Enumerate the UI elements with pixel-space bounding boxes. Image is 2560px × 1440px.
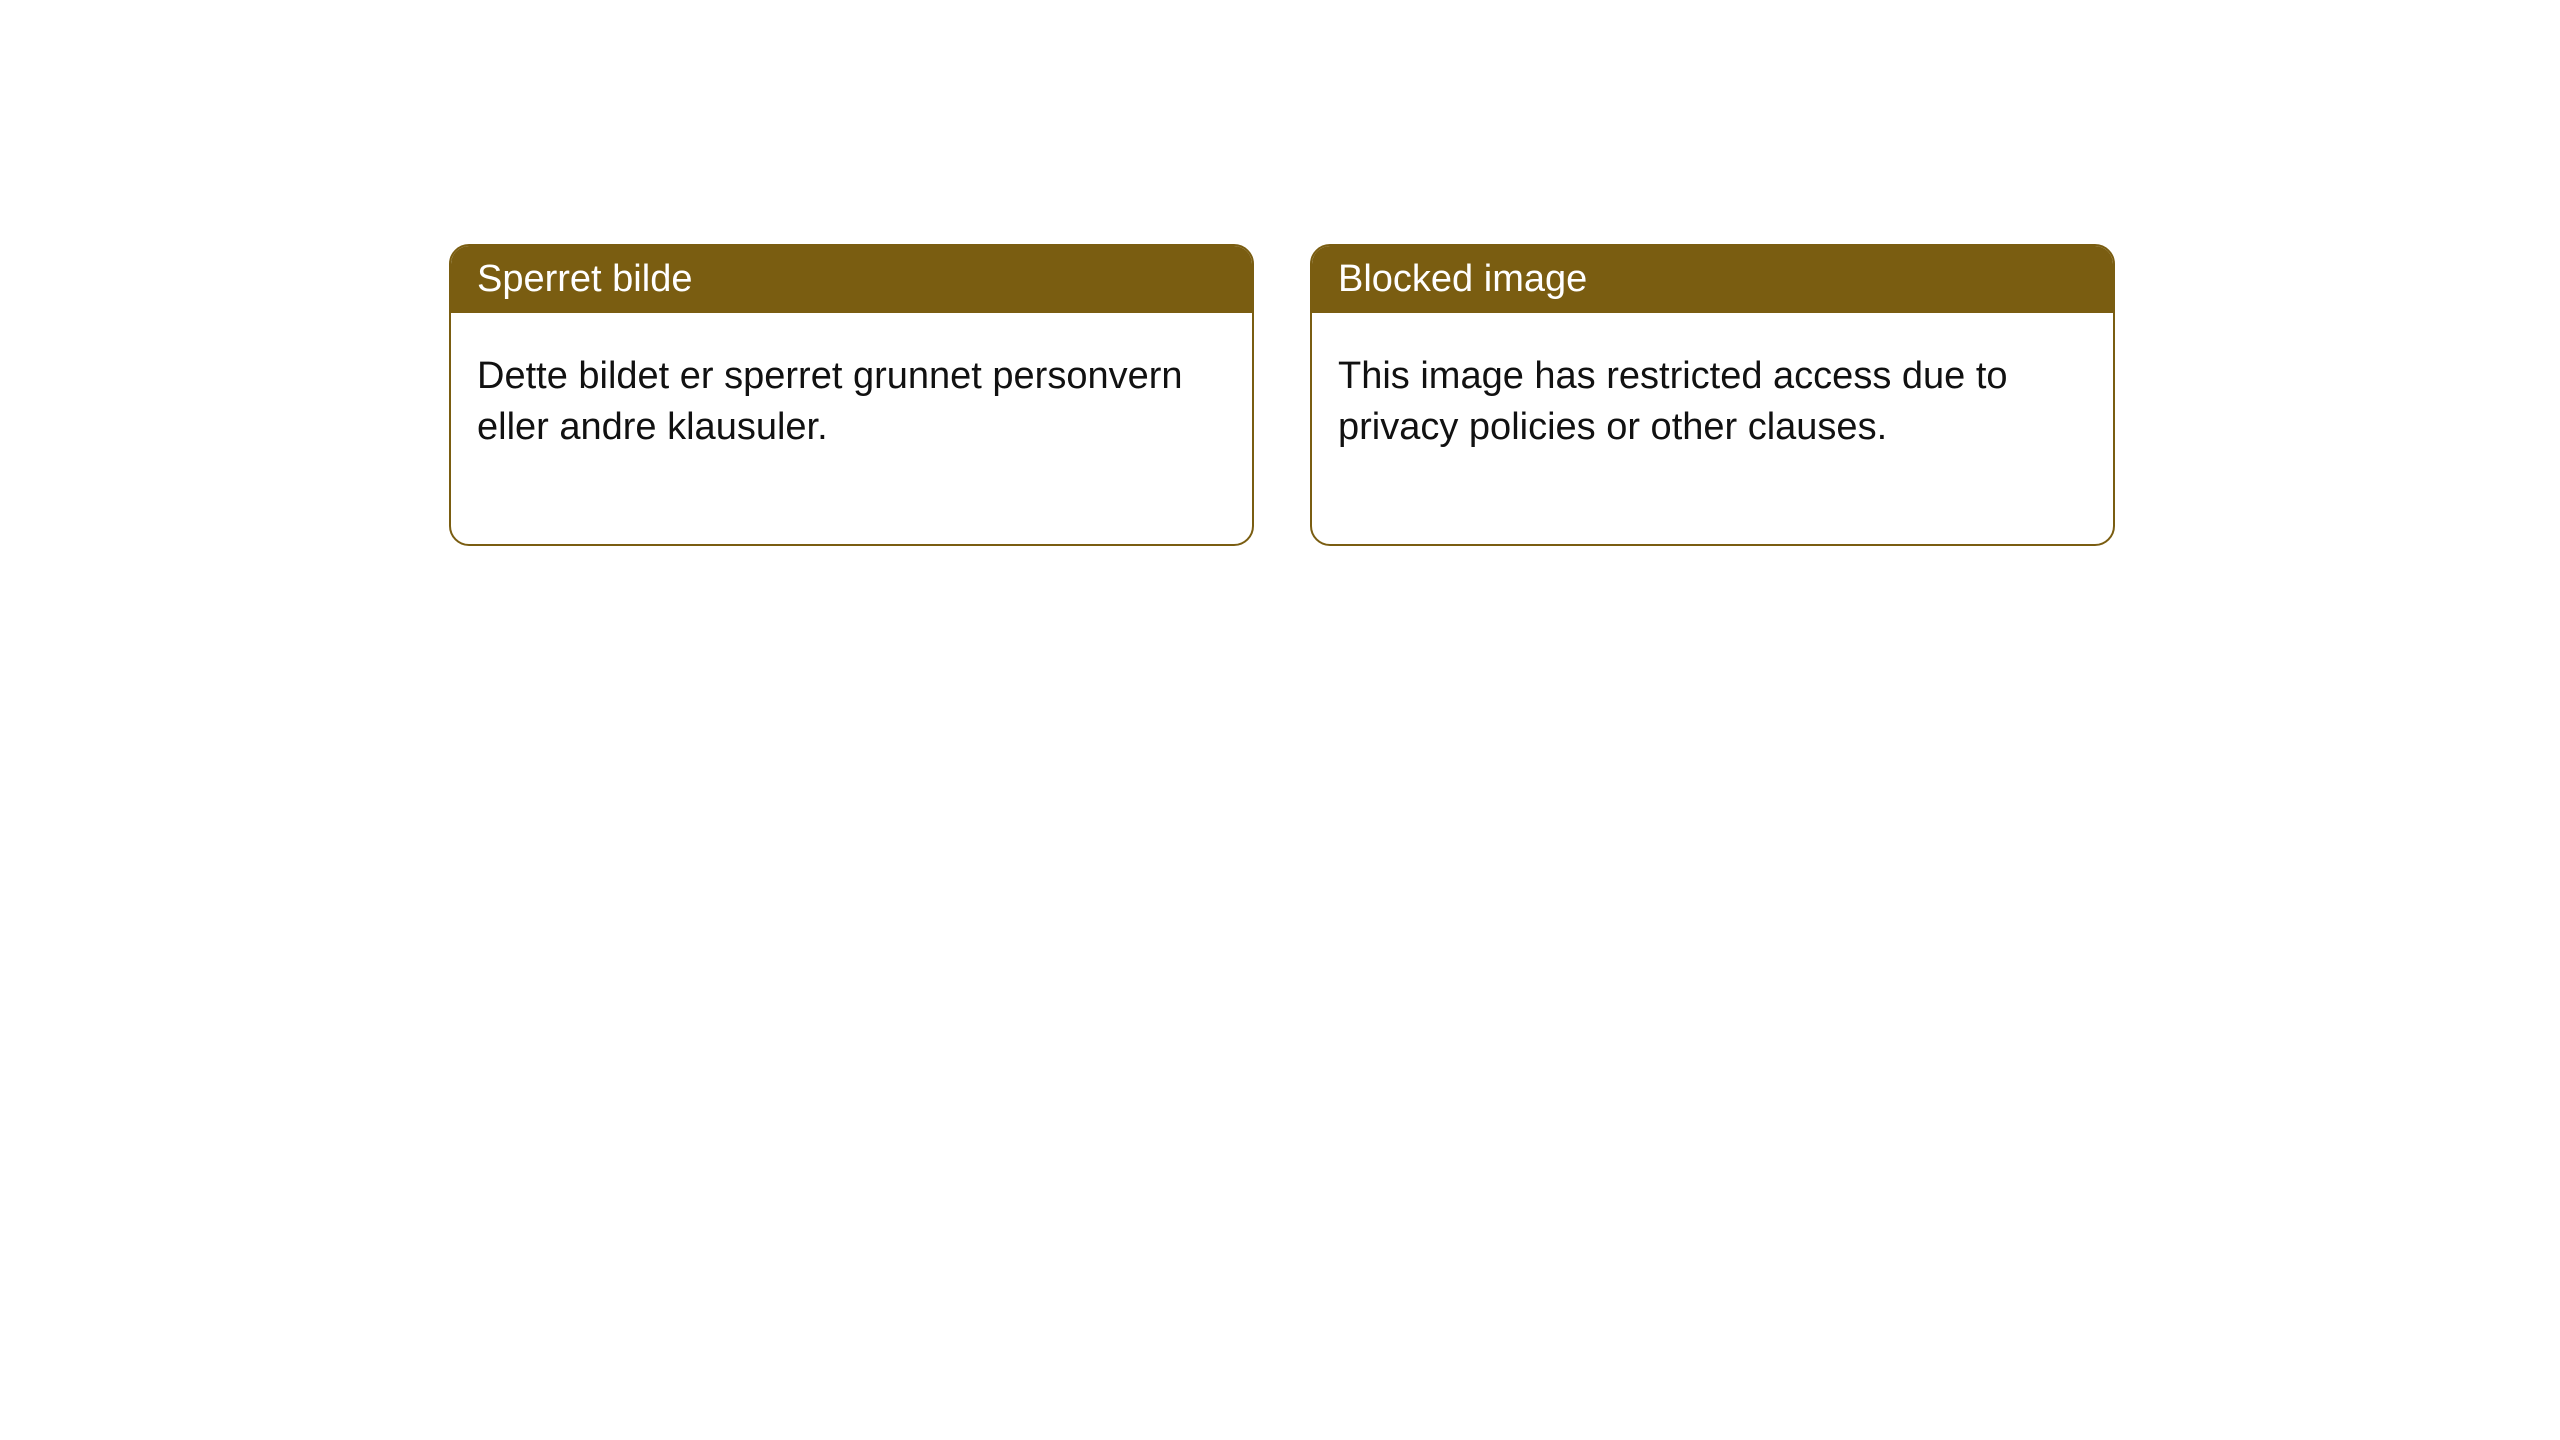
card-body-text: This image has restricted access due to … bbox=[1338, 355, 2008, 448]
notice-card-norwegian: Sperret bilde Dette bildet er sperret gr… bbox=[449, 244, 1254, 546]
notice-cards-container: Sperret bilde Dette bildet er sperret gr… bbox=[449, 244, 2115, 546]
card-header: Sperret bilde bbox=[451, 246, 1252, 313]
notice-card-english: Blocked image This image has restricted … bbox=[1310, 244, 2115, 546]
card-body-text: Dette bildet er sperret grunnet personve… bbox=[477, 355, 1183, 448]
card-body: Dette bildet er sperret grunnet personve… bbox=[451, 313, 1252, 544]
card-title: Blocked image bbox=[1338, 258, 1587, 300]
card-header: Blocked image bbox=[1312, 246, 2113, 313]
card-body: This image has restricted access due to … bbox=[1312, 313, 2113, 544]
card-title: Sperret bilde bbox=[477, 258, 692, 300]
